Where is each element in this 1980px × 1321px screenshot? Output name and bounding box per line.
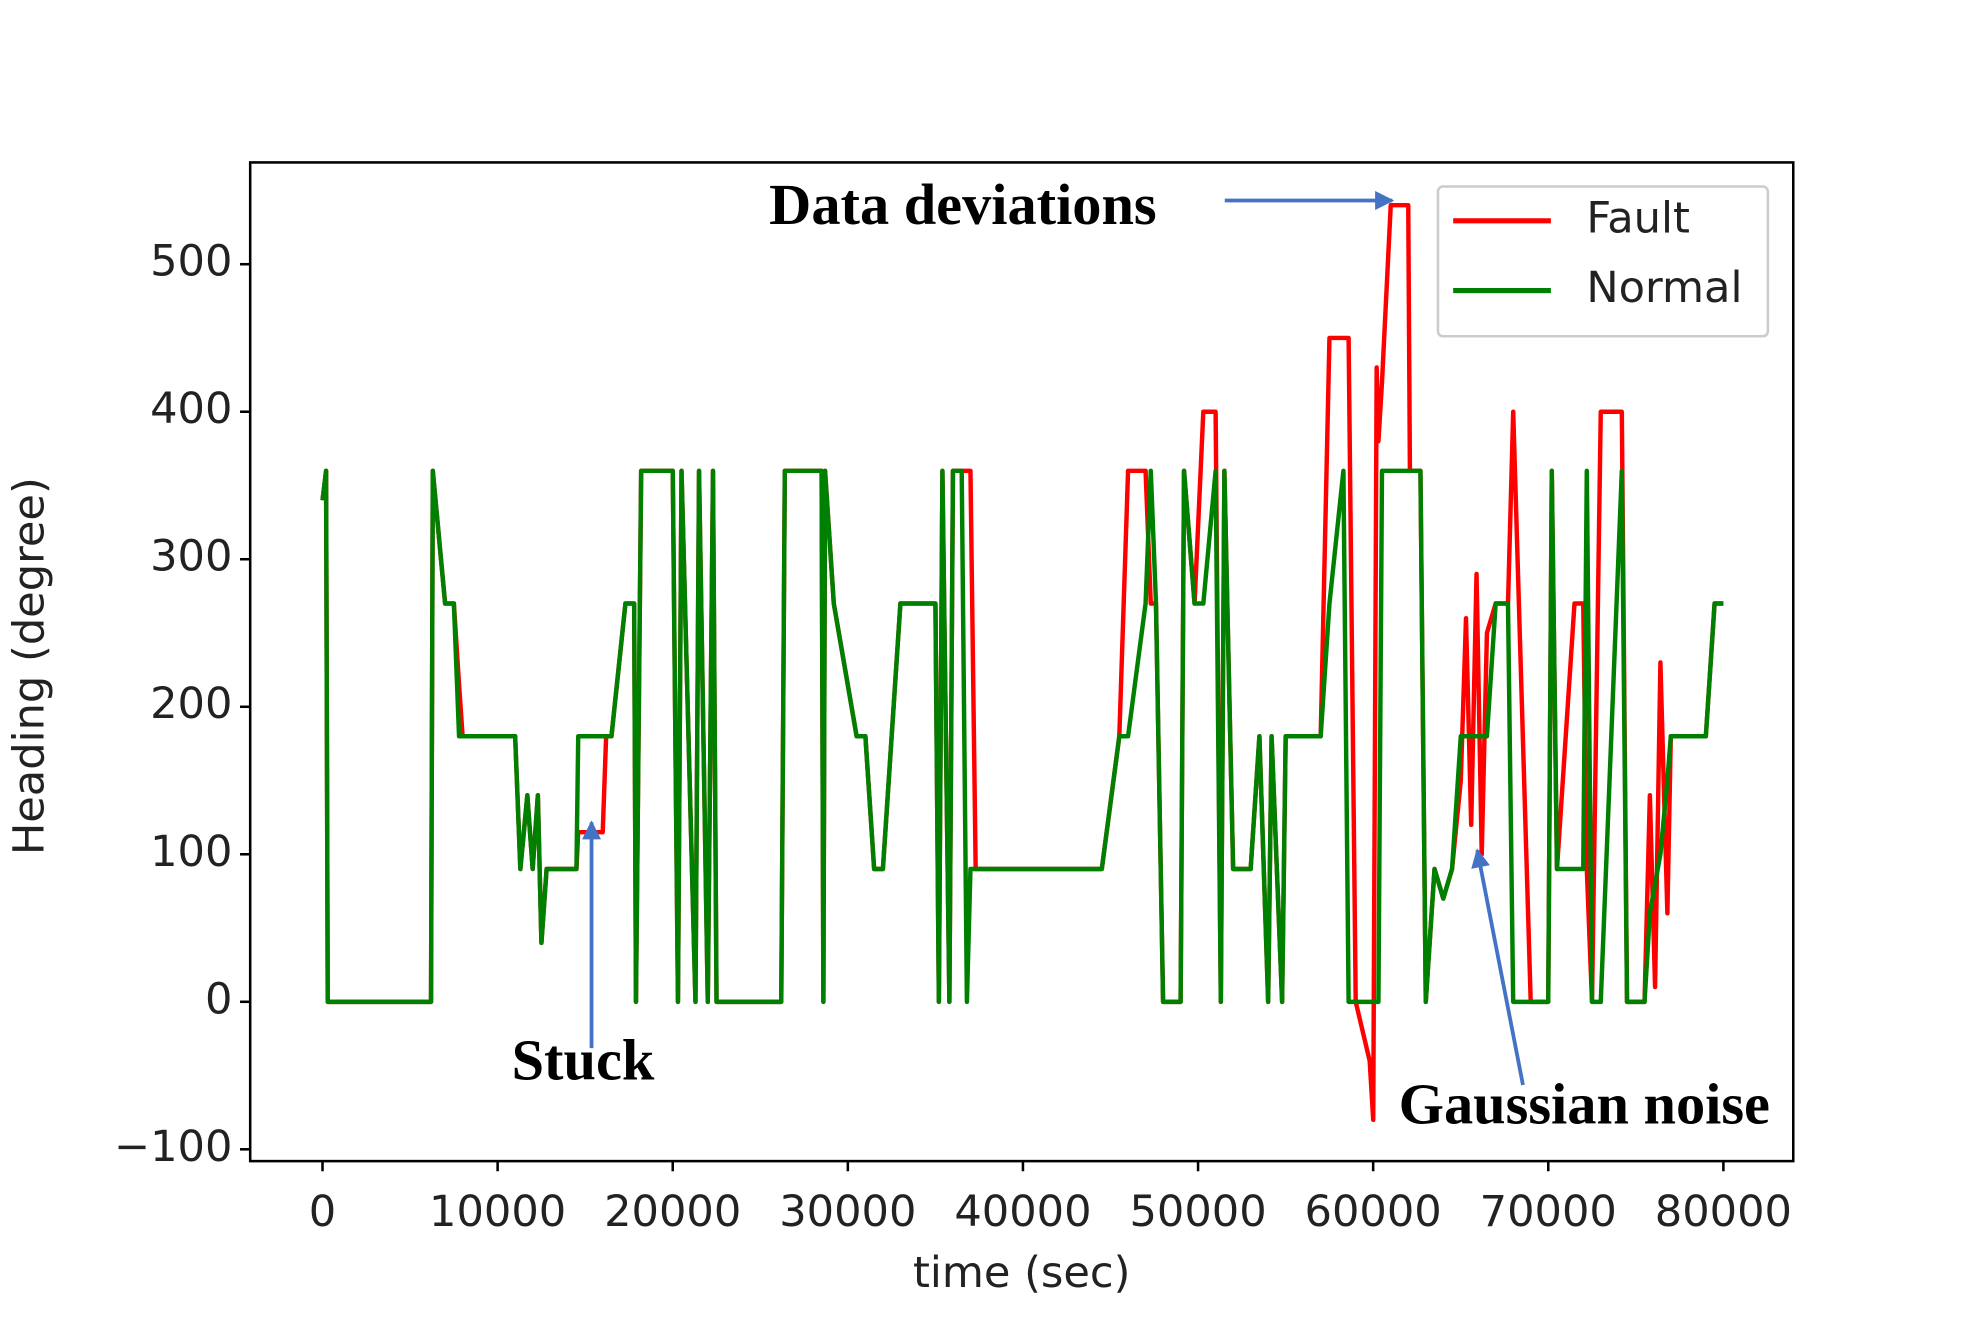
annotation: Gaussian noise: [1399, 1072, 1770, 1137]
series-line: [320, 468, 1724, 1005]
plot-area: [320, 202, 1724, 1123]
x-tick-label: 10000: [429, 1187, 566, 1237]
x-axis-label: time (sec): [913, 1248, 1130, 1298]
legend: Fault Normal: [1436, 185, 1770, 338]
y-axis-label: Heading (degree): [4, 477, 54, 855]
y-tick-label: 0: [205, 974, 232, 1024]
x-tick-label: 70000: [1480, 1187, 1617, 1237]
x-tick-label: 40000: [954, 1187, 1091, 1237]
x-tick-label: 20000: [604, 1187, 741, 1237]
y-tick-label: 300: [150, 532, 232, 582]
x-tick-label: 60000: [1305, 1187, 1442, 1237]
x-tick-label: 30000: [779, 1187, 916, 1237]
legend-label: Normal: [1586, 263, 1742, 313]
y-tick-label: 400: [150, 384, 232, 434]
arrow: [1471, 848, 1525, 1086]
legend-label: Fault: [1586, 193, 1690, 243]
y-tick-label: 100: [150, 827, 232, 877]
x-tick-label: 50000: [1129, 1187, 1266, 1237]
y-tick-label: 200: [150, 679, 232, 729]
annotation: Stuck: [512, 1027, 655, 1092]
legend-box: [1436, 185, 1770, 338]
y-tick-label: −100: [114, 1122, 232, 1172]
x-tick-label: 0: [309, 1187, 336, 1237]
annotation: Data deviations: [769, 172, 1156, 237]
x-tick-label: 80000: [1655, 1187, 1792, 1237]
y-tick-label: 500: [150, 237, 232, 287]
